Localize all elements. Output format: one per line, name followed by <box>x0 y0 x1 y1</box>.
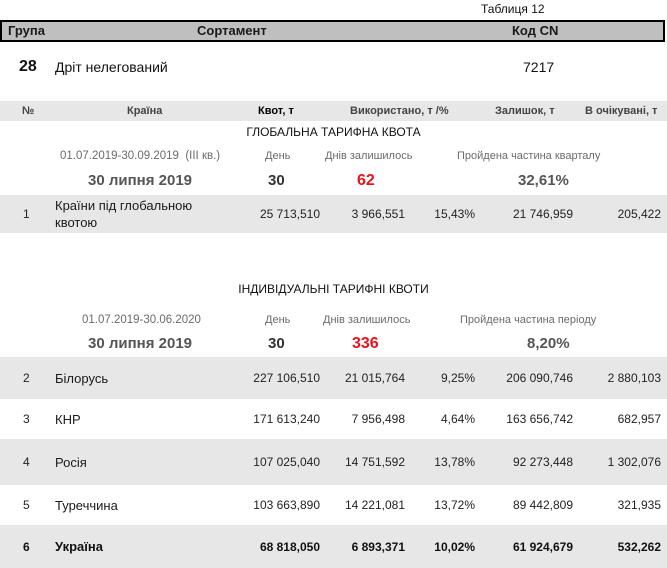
individual-quotas-title: ІНДИВІДУАЛЬНІ ТАРИФНІ КВОТИ <box>238 282 429 296</box>
quota-cell: 227 106,510 <box>253 371 320 385</box>
individual-period: 01.07.2019-30.06.2020 <box>82 314 201 326</box>
individual-days-left-value: 336 <box>352 335 379 352</box>
table-row: 2 Білорусь 227 106,510 21 015,764 9,25% … <box>0 357 667 399</box>
global-period: 01.07.2019-30.09.2019 (III кв.) <box>60 150 221 162</box>
header-group-label: Група <box>8 23 45 38</box>
global-passed-label: Пройдена частина кварталу <box>457 150 601 162</box>
table-row: 1 Країни під глобальною квотою 25 713,51… <box>0 195 667 233</box>
product-name: Дріт нелегований <box>55 59 168 75</box>
country-cell: Росія <box>55 454 87 470</box>
individual-day-label: День <box>265 314 291 326</box>
row-no-cell: 2 <box>23 371 30 385</box>
used-percent-cell: 13,72% <box>434 498 475 512</box>
header-cn-code-label: Код CN <box>512 23 559 38</box>
row-no-cell: 1 <box>23 207 30 221</box>
used-cell: 14 221,081 <box>344 498 405 512</box>
pending-cell: 1 302,076 <box>607 455 661 469</box>
remaining-cell: 92 273,448 <box>512 455 573 469</box>
remaining-cell: 163 656,742 <box>506 412 573 426</box>
pending-cell: 321,935 <box>617 498 661 512</box>
global-passed-value: 32,61% <box>518 172 569 189</box>
global-quota-title: ГЛОБАЛЬНА ТАРИФНА КВОТА <box>246 125 421 139</box>
product-cn-code: 7217 <box>523 59 555 75</box>
table-row: 3 КНР 171 613,240 7 956,498 4,64% 163 65… <box>0 399 667 439</box>
used-cell: 21 015,764 <box>344 371 405 385</box>
used-percent-cell: 15,43% <box>434 207 475 221</box>
global-day-value: 30 <box>268 172 285 189</box>
global-day-label: День <box>265 150 291 162</box>
remaining-cell: 61 924,679 <box>512 539 573 554</box>
row-no-cell: 5 <box>23 498 30 512</box>
table-row: 6 Україна 68 818,050 6 893,371 10,02% 61… <box>0 525 667 568</box>
used-cell: 14 751,592 <box>344 455 405 469</box>
pending-cell: 682,957 <box>617 412 661 426</box>
column-header-remaining: Залишок, т <box>495 105 555 117</box>
used-cell: 6 893,371 <box>351 539 405 554</box>
row-no-cell: 6 <box>23 539 30 554</box>
global-date: 30 липня 2019 <box>88 172 193 189</box>
pending-cell: 2 880,103 <box>607 371 661 385</box>
individual-passed-value: 8,20% <box>527 335 570 352</box>
used-percent-cell: 4,64% <box>440 412 475 426</box>
column-header-no: № <box>22 105 35 117</box>
column-header-pending: В очікувані, т <box>585 105 658 117</box>
used-percent-cell: 10,02% <box>434 539 475 554</box>
quota-cell: 25 713,510 <box>259 207 320 221</box>
individual-day-value: 30 <box>268 335 285 352</box>
pending-cell: 205,422 <box>617 207 661 221</box>
used-cell: 7 956,498 <box>351 412 405 426</box>
remaining-cell: 206 090,746 <box>506 371 573 385</box>
column-header-country: Країна <box>127 105 163 117</box>
column-header-quota: Квот, т <box>258 105 294 117</box>
used-cell: 3 966,551 <box>351 207 405 221</box>
individual-quota-labels: 01.07.2019-30.06.2020 День Днів залишило… <box>0 312 667 328</box>
quota-cell: 103 663,890 <box>253 498 320 512</box>
country-cell: Країни під глобальною квотою <box>55 198 193 230</box>
table-row: 5 Туреччина 103 663,890 14 221,081 13,72… <box>0 485 667 525</box>
header-bar: Група Сортамент Код CN <box>0 20 665 42</box>
column-header-row: № Країна Квот, т Використано, т /% Залиш… <box>0 101 667 121</box>
global-quota-stats: 30 липня 2019 30 62 32,61% <box>0 171 667 191</box>
country-cell: Туреччина <box>55 497 118 513</box>
row-no-cell: 3 <box>23 412 30 426</box>
header-assortment-label: Сортамент <box>197 23 267 38</box>
individual-passed-label: Пройдена частина періоду <box>460 314 597 326</box>
individual-quota-stats: 30 липня 2019 30 336 8,20% <box>0 334 667 354</box>
country-cell: Білорусь <box>55 370 109 386</box>
quota-cell: 107 025,040 <box>253 455 320 469</box>
remaining-cell: 21 746,959 <box>512 207 573 221</box>
global-days-left-value: 62 <box>357 172 375 189</box>
used-percent-cell: 9,25% <box>440 371 475 385</box>
country-cell: КНР <box>55 411 81 427</box>
table-caption: Таблиця 12 <box>481 2 545 16</box>
row-no-cell: 4 <box>23 455 30 469</box>
table-row: 4 Росія 107 025,040 14 751,592 13,78% 92… <box>0 439 667 485</box>
global-quota-labels: 01.07.2019-30.09.2019 (III кв.) День Дні… <box>0 148 667 164</box>
pending-cell: 532,262 <box>617 539 661 554</box>
individual-date: 30 липня 2019 <box>88 335 193 352</box>
individual-days-left-label: Днів залишилось <box>323 314 411 326</box>
product-group: 28 <box>19 58 37 75</box>
used-percent-cell: 13,78% <box>434 455 475 469</box>
remaining-cell: 89 442,809 <box>512 498 573 512</box>
quota-cell: 171 613,240 <box>253 412 320 426</box>
global-days-left-label: Днів залишилось <box>325 150 413 162</box>
country-cell: Україна <box>55 539 104 554</box>
column-header-used: Використано, т /% <box>350 105 449 117</box>
quota-cell: 68 818,050 <box>259 539 320 554</box>
product-row: 28 Дріт нелегований 7217 <box>0 56 667 78</box>
